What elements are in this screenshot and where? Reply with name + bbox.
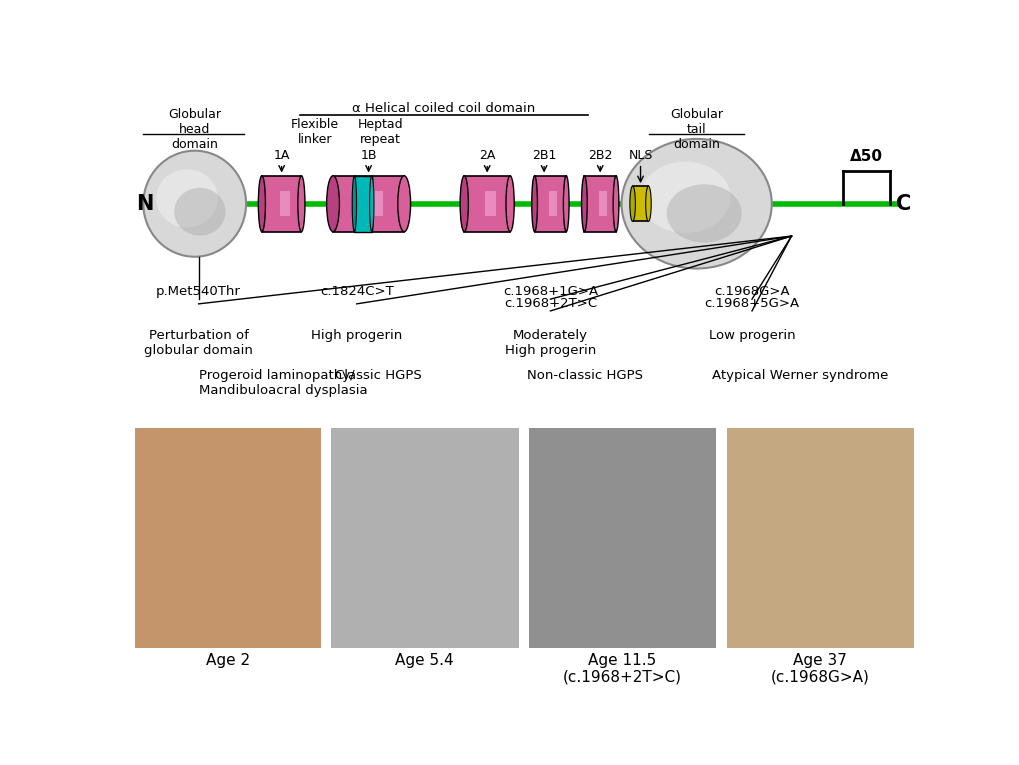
Text: C: C — [896, 194, 911, 213]
Ellipse shape — [460, 176, 468, 232]
Text: 1B: 1B — [360, 149, 376, 162]
Ellipse shape — [581, 176, 587, 232]
Text: Age 37
(c.1968G>A): Age 37 (c.1968G>A) — [769, 653, 868, 685]
Ellipse shape — [298, 176, 305, 232]
Bar — [464, 176, 510, 232]
Bar — [354, 176, 371, 232]
Text: c.1968+2T>C: c.1968+2T>C — [503, 297, 596, 310]
Bar — [365, 191, 382, 216]
Ellipse shape — [621, 139, 771, 269]
Text: c.1968+5G>A: c.1968+5G>A — [704, 297, 799, 310]
Bar — [584, 176, 615, 232]
Bar — [333, 176, 404, 232]
Bar — [632, 186, 648, 221]
Text: N: N — [137, 194, 154, 213]
Text: Moderately
High progerin: Moderately High progerin — [504, 329, 595, 356]
Text: Progeroid laminopathy/
Mandibuloacral dysplasia: Progeroid laminopathy/ Mandibuloacral dy… — [199, 369, 367, 397]
Text: 2B2: 2B2 — [588, 149, 611, 162]
Text: Globular
head
domain: Globular head domain — [168, 109, 221, 151]
Ellipse shape — [258, 176, 265, 232]
Bar — [331, 428, 519, 649]
Bar — [279, 191, 289, 216]
Text: Age 11.5
(c.1968+2T>C): Age 11.5 (c.1968+2T>C) — [562, 653, 681, 685]
Ellipse shape — [369, 176, 374, 232]
Text: Low progerin: Low progerin — [708, 329, 795, 342]
Text: Age 2: Age 2 — [206, 653, 250, 668]
Ellipse shape — [326, 176, 339, 232]
Text: High progerin: High progerin — [311, 329, 401, 342]
Text: 2A: 2A — [479, 149, 495, 162]
Text: p.Met540Thr: p.Met540Thr — [156, 285, 240, 298]
Text: c.1968G>A: c.1968G>A — [713, 285, 789, 298]
Ellipse shape — [630, 186, 635, 221]
Ellipse shape — [144, 151, 246, 257]
Ellipse shape — [640, 161, 730, 233]
Text: Flexible
linker: Flexible linker — [290, 119, 338, 146]
Text: NLS: NLS — [628, 149, 652, 162]
Text: α Helical coiled coil domain: α Helical coiled coil domain — [352, 103, 535, 116]
Ellipse shape — [505, 176, 514, 232]
Ellipse shape — [397, 176, 411, 232]
Bar — [598, 191, 606, 216]
Text: Atypical Werner syndrome: Atypical Werner syndrome — [711, 369, 888, 382]
Bar — [136, 428, 321, 649]
Ellipse shape — [174, 188, 225, 236]
Bar — [529, 428, 715, 649]
Ellipse shape — [531, 176, 537, 232]
Ellipse shape — [156, 169, 218, 227]
Ellipse shape — [352, 176, 357, 232]
Ellipse shape — [666, 184, 741, 243]
Bar — [534, 176, 566, 232]
Text: Classic HGPS: Classic HGPS — [335, 369, 422, 382]
Text: Age 5.4: Age 5.4 — [395, 653, 453, 668]
Bar — [726, 428, 913, 649]
Text: 1A: 1A — [273, 149, 289, 162]
Text: Δ50: Δ50 — [849, 149, 882, 164]
Ellipse shape — [612, 176, 619, 232]
Text: c.1968+1G>A: c.1968+1G>A — [502, 285, 597, 298]
Text: Perturbation of
globular domain: Perturbation of globular domain — [144, 329, 253, 356]
Text: Non-classic HGPS: Non-classic HGPS — [526, 369, 642, 382]
Bar — [548, 191, 556, 216]
Text: Heptad
repeat: Heptad repeat — [358, 119, 403, 146]
Ellipse shape — [562, 176, 569, 232]
Bar — [262, 176, 302, 232]
Text: c.1824C>T: c.1824C>T — [320, 285, 393, 298]
Bar — [484, 191, 496, 216]
Text: 2B1: 2B1 — [531, 149, 555, 162]
Text: Globular
tail
domain: Globular tail domain — [669, 109, 722, 151]
Ellipse shape — [645, 186, 650, 221]
